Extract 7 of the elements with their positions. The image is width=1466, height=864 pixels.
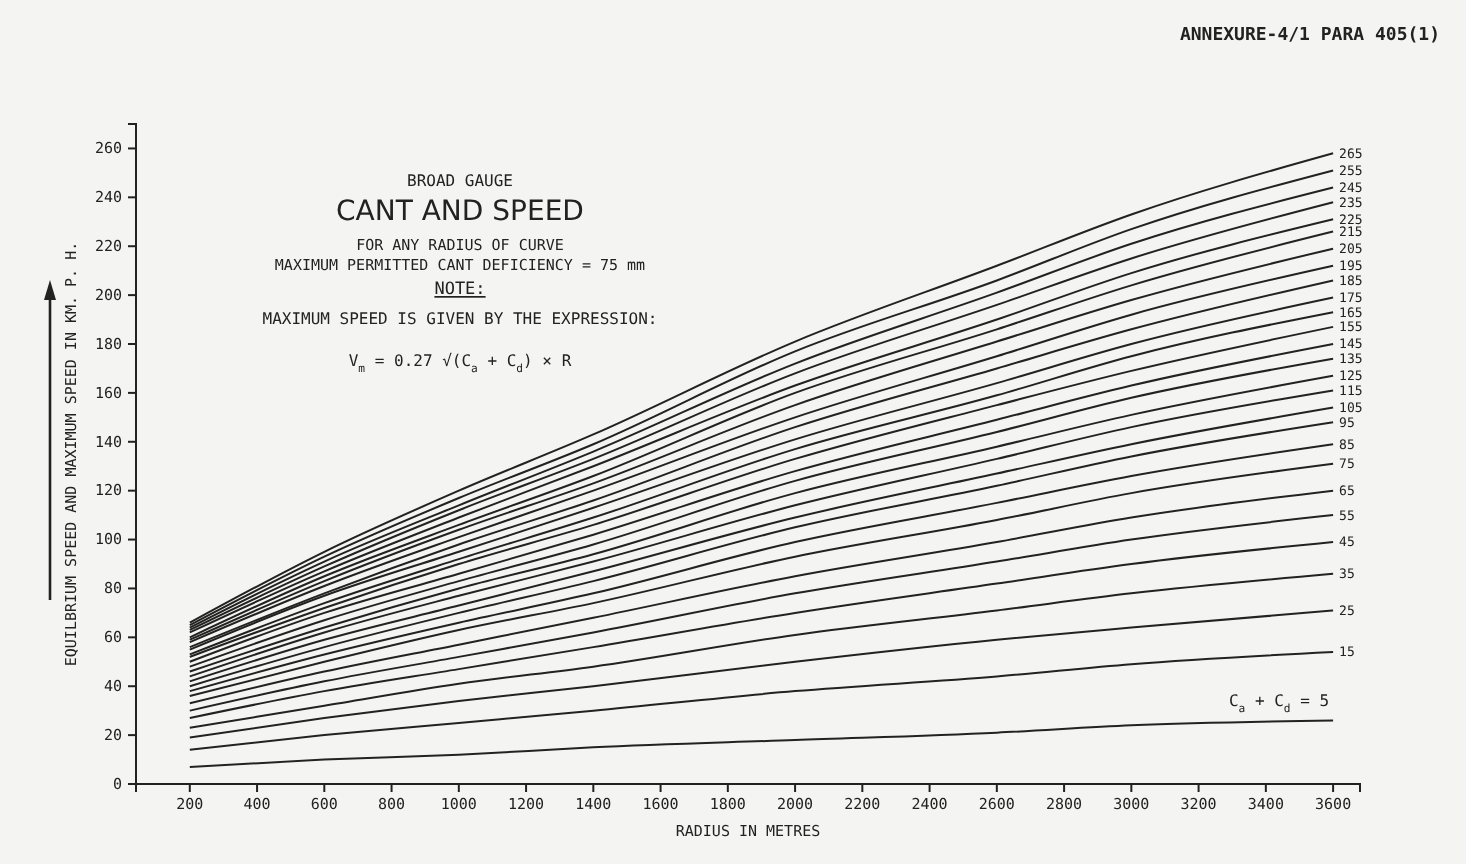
annotation: NOTE: [434,280,486,300]
text: CANT AND SPEED [336,196,584,228]
text: BROAD GAUGE [407,172,514,190]
text: ANNEXURE-4/1 PARA 405(1) [1179,26,1440,46]
annotation: MAXIMUM SPEED IS GIVEN BY THE EXPRESSION: [262,310,658,328]
annotation: V$_{m}$ = 0.27 √(C$_{a}$ + C$_{d}$) × R [348,352,572,376]
series-label: C$_{a}$ + C$_{d}$ = 5 [1228,692,1330,717]
